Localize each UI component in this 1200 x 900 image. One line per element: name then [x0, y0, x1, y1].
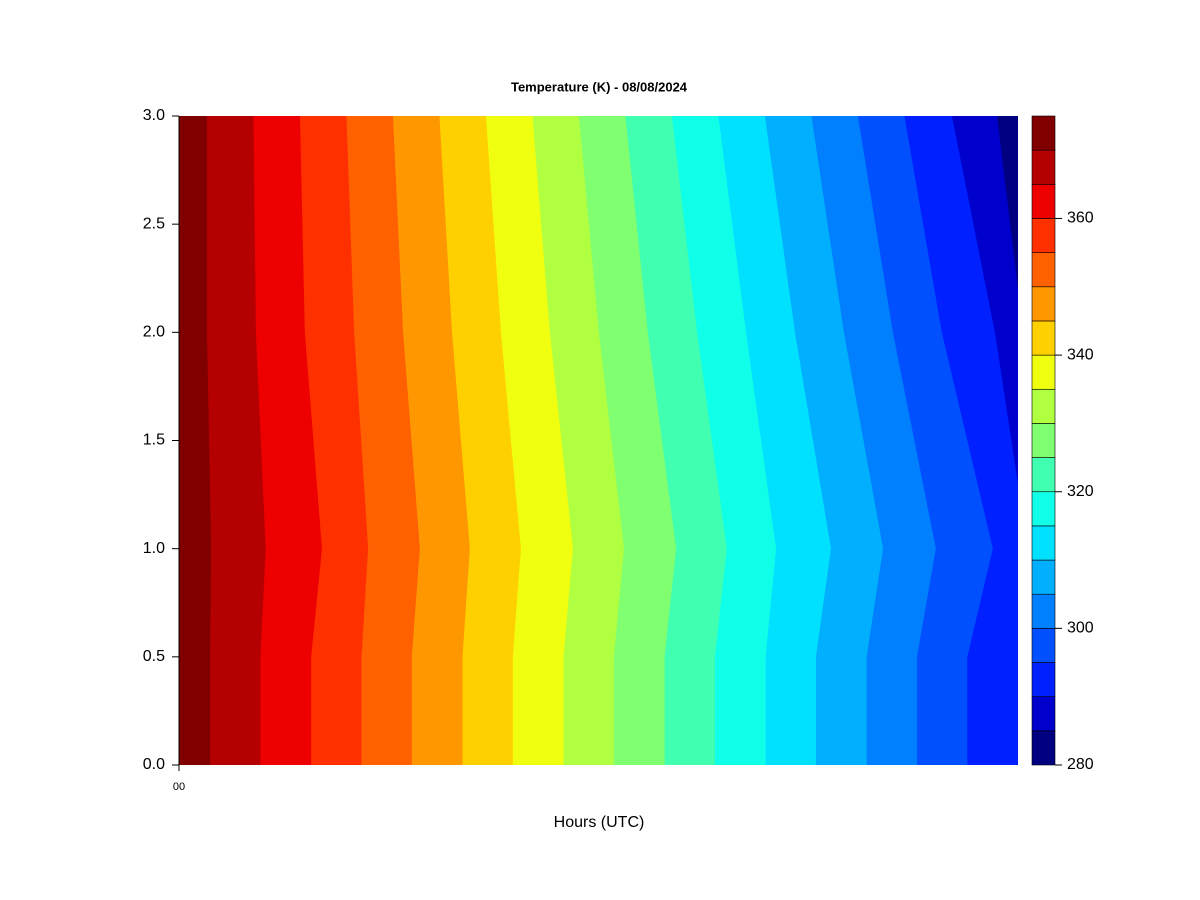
- colorbar-band: [1031, 593, 1056, 629]
- colorbar-band: [1031, 559, 1056, 595]
- colorbar-band: [1031, 696, 1056, 732]
- contour-band: [997, 116, 1018, 290]
- y-tick-label: 1.0: [143, 540, 165, 557]
- chart-title: Temperature (K) - 08/08/2024: [511, 79, 688, 94]
- colorbar-band: [1031, 218, 1056, 253]
- colorbar-band: [1031, 525, 1056, 561]
- colorbar-band: [1031, 320, 1056, 356]
- colorbar-band: [1031, 457, 1056, 493]
- colorbar-tick-label: 280: [1067, 756, 1094, 773]
- colorbar-band: [1031, 491, 1056, 527]
- y-tick-label: 1.5: [143, 432, 165, 449]
- y-tick-label: 2.0: [143, 324, 165, 341]
- colorbar-band: [1031, 286, 1056, 322]
- y-tick-label: 0.0: [143, 756, 165, 773]
- colorbar-band: [1031, 115, 1056, 151]
- colorbar-band: [1031, 662, 1056, 697]
- colorbar-band: [1031, 252, 1056, 288]
- colorbar-band: [1031, 388, 1056, 424]
- y-tick-label: 2.5: [143, 215, 165, 232]
- colorbar-tick-label: 300: [1067, 620, 1094, 637]
- colorbar-tick-label: 320: [1067, 483, 1094, 500]
- colorbar-band: [1031, 628, 1056, 663]
- y-tick-label: 0.5: [143, 648, 165, 665]
- x-axis-label: Hours (UTC): [554, 814, 645, 831]
- colorbar-tick-label: 340: [1067, 346, 1094, 363]
- colorbar-band: [1031, 184, 1056, 219]
- colorbar-band: [1031, 730, 1056, 766]
- contour-band: [951, 116, 1018, 484]
- colorbar-band: [1031, 149, 1056, 185]
- y-tick-label: 3.0: [143, 107, 165, 124]
- colorbar-tick-label: 360: [1067, 210, 1094, 227]
- x-tick-label: 00: [173, 781, 185, 793]
- colorbar-band: [1031, 354, 1056, 390]
- colorbar-band: [1031, 423, 1056, 458]
